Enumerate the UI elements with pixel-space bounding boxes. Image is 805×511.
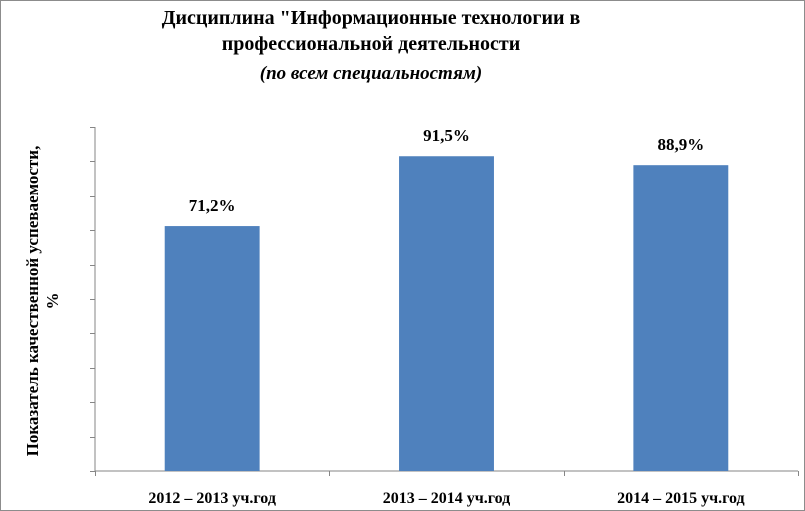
bars xyxy=(164,156,729,472)
x-tick-label: 2013 – 2014 уч.год xyxy=(383,490,511,507)
chart-title-line-1: Дисциплина "Информационные технологии в xyxy=(161,7,581,29)
x-tick-labels: 2012 – 2013 уч.год 2013 – 2014 уч.год 2014… xyxy=(148,490,744,507)
chart-subtitle: (по всем специальностям) xyxy=(259,63,483,84)
bar xyxy=(633,165,729,471)
data-labels: 71,2% 91,5% 88,9% xyxy=(189,126,704,215)
data-label: 91,5% xyxy=(423,126,470,145)
x-tick-label: 2014 – 2015 уч.год xyxy=(617,490,745,507)
data-label: 71,2% xyxy=(189,196,236,215)
bar xyxy=(164,226,260,471)
bar xyxy=(399,156,494,472)
chart-title-line-2: профессиональной деятельности xyxy=(221,33,521,55)
x-tick-label: 2012 – 2013 уч.год xyxy=(148,490,276,507)
data-label: 88,9% xyxy=(657,135,704,154)
